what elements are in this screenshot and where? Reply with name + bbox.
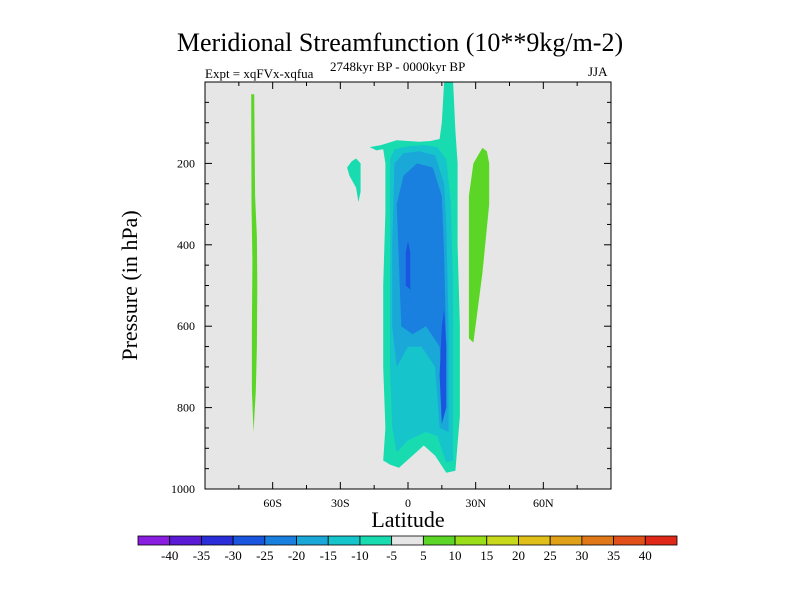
y-tick-label: 800 xyxy=(177,401,195,415)
season-label: JJA xyxy=(588,64,608,79)
chart-title: Meridional Streamfunction (10**9kg/m-2) xyxy=(176,28,624,57)
contour-region-pos-5-nh xyxy=(468,147,490,343)
colorbar-box xyxy=(264,535,297,546)
colorbar-label: 35 xyxy=(607,548,620,563)
chart-subtitle: 2748kyr BP - 0000kyr BP xyxy=(330,59,466,74)
y-tick-label: 600 xyxy=(177,319,195,333)
colorbar-label: 10 xyxy=(449,548,462,563)
contour-region-pos-5-sh xyxy=(251,94,258,432)
x-tick-label: 60S xyxy=(263,496,282,510)
colorbar-label: -20 xyxy=(288,548,305,563)
colorbar-label: 20 xyxy=(512,548,525,563)
contour-region-neg-25-core2 xyxy=(439,309,447,424)
x-tick-label: 30S xyxy=(331,496,350,510)
y-tick-label: 1000 xyxy=(171,482,195,496)
x-tick-label: 0 xyxy=(405,496,411,510)
colorbar-box xyxy=(169,535,202,546)
colorbar-label: -25 xyxy=(256,548,273,563)
colorbar-label: -40 xyxy=(161,548,178,563)
colorbar-box xyxy=(486,535,519,546)
contour-region-neg-25-core1 xyxy=(405,240,411,290)
colorbar-label: 25 xyxy=(544,548,557,563)
colorbar-label: -15 xyxy=(320,548,337,563)
colorbar-box xyxy=(391,535,424,546)
x-tick-label: 60N xyxy=(533,496,554,510)
y-axis-label: Pressure (in hPa) xyxy=(117,210,142,360)
colorbar-label: 15 xyxy=(480,548,493,563)
colorbar-label: 5 xyxy=(420,548,427,563)
y-tick-label: 200 xyxy=(177,156,195,170)
y-tick-label: 400 xyxy=(177,238,195,252)
x-axis-label: Latitude xyxy=(371,507,444,532)
colorbar-box xyxy=(613,535,646,546)
colorbar-box xyxy=(581,535,614,546)
colorbar-box xyxy=(296,535,329,546)
colorbar-label: 40 xyxy=(639,548,652,563)
colorbar-box xyxy=(137,535,171,546)
colorbar-label: 30 xyxy=(575,548,588,563)
contour-region-neg-20-main xyxy=(396,163,447,408)
contour-region-neg-5-blob xyxy=(347,158,361,203)
colorbar-box xyxy=(201,535,234,546)
x-tick-label: 30N xyxy=(465,496,486,510)
colorbar-box xyxy=(454,535,488,546)
colorbar-label: -30 xyxy=(224,548,241,563)
colorbar-box xyxy=(232,535,266,546)
colorbar-box xyxy=(327,535,361,546)
colorbar-box xyxy=(359,535,393,546)
colorbar-label: -10 xyxy=(351,548,368,563)
colorbar-label: -5 xyxy=(386,548,397,563)
colorbar-box xyxy=(549,535,583,546)
colorbar-box xyxy=(422,535,456,546)
experiment-label: Expt = xqFVx-xqfua xyxy=(205,66,314,81)
colorbar-box xyxy=(518,535,551,546)
colorbar-label: -35 xyxy=(193,548,210,563)
colorbar-box xyxy=(644,535,678,546)
